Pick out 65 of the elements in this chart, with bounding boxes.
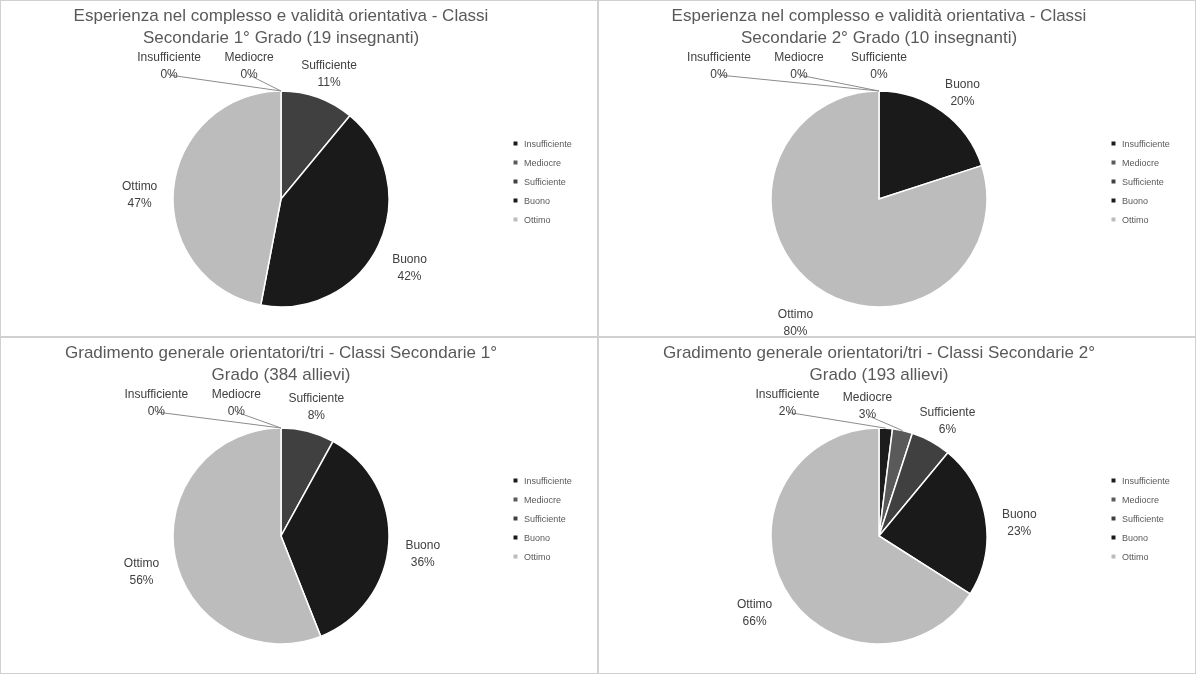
slice-label: Insufficiente (755, 387, 820, 402)
data-label: 8% (307, 408, 326, 423)
chart-title: Esperienza nel complesso e validità orientativa - Classi Secondarie 1° Grado (19 insegnanti) (73, 6, 489, 47)
category-label: Sufficiente (851, 50, 907, 64)
text: 0% (710, 67, 728, 81)
legend-label: Sufficiente (1122, 176, 1164, 187)
text: 0% (790, 67, 808, 81)
slice-label: Mediocre (842, 390, 893, 405)
data-label: 42% (397, 269, 422, 284)
chart-title: Esperienza nel complesso e validità orientativa - Classi Secondarie 2° Grado (10 insegnanti) (671, 6, 1087, 47)
slice-label: Ottimo (121, 178, 158, 193)
legend-label: Buono (524, 532, 551, 543)
text: 0% (147, 404, 165, 418)
slice-label: Buono (392, 252, 428, 267)
chart-title: Gradimento generale orientatori/tri - Classi Secondarie 1° Grado (384 allievi) (64, 343, 498, 384)
data-label: 80% (783, 323, 808, 338)
text: 0% (160, 67, 178, 81)
slice-label: Ottimo (123, 555, 160, 570)
data-label: 2% (778, 404, 797, 419)
legend-label: Insufficiente (1122, 138, 1170, 149)
category-label: Insufficiente (687, 50, 751, 64)
category-label: Mediocre (224, 50, 274, 64)
slice-label: Ottimo (777, 306, 814, 321)
category-label: Mediocre (774, 50, 824, 64)
legend-label: Buono (1122, 195, 1149, 206)
legend-label: Ottimo (524, 214, 551, 225)
text: 0% (870, 67, 888, 81)
legend-label: Ottimo (1122, 214, 1149, 225)
data-label: 47% (127, 195, 152, 210)
legend-label: Insufficiente (524, 475, 572, 486)
slice-label: Sufficiente (301, 58, 358, 73)
legend-label: Ottimo (1122, 551, 1149, 562)
slice-label: Buono (405, 537, 441, 552)
legend-label: Mediocre (1122, 157, 1160, 168)
legend-label: Ottimo (524, 551, 551, 562)
legend-label: Insufficiente (1122, 475, 1170, 486)
legend-label: Sufficiente (524, 176, 566, 187)
data-label: 6% (938, 421, 957, 436)
data-label: 20% (950, 94, 975, 109)
category-label: Insufficiente (124, 387, 189, 401)
slice-label: Sufficiente (288, 391, 345, 406)
slice-label: Sufficiente (919, 404, 976, 419)
legend-label: Buono (1122, 532, 1149, 543)
data-label: 56% (129, 572, 154, 587)
legend-label: Mediocre (524, 157, 562, 168)
legend-label: Sufficiente (524, 513, 566, 524)
data-label: 36% (410, 554, 436, 569)
category-label: Mediocre (211, 387, 261, 401)
category-label: Insufficiente (137, 50, 202, 64)
legend-label: Sufficiente (1122, 513, 1164, 524)
text: 0% (240, 67, 258, 81)
slice-label: Buono (1001, 506, 1037, 521)
data-label: 11% (317, 75, 341, 90)
legend-label: Buono (524, 195, 551, 206)
slice-label: Buono (945, 77, 981, 92)
text: 0% (227, 404, 245, 418)
slice-label: Ottimo (736, 597, 773, 612)
data-label: 23% (1007, 523, 1032, 538)
chart-title: Gradimento generale orientatori/tri - Classi Secondarie 2° Grado (193 allievi) (662, 343, 1096, 385)
legend-label: Mediocre (524, 494, 562, 505)
data-label: 3% (858, 407, 877, 422)
legend-label: Mediocre (1122, 494, 1160, 505)
pie-slice (770, 90, 988, 308)
legend-label: Insufficiente (524, 138, 572, 149)
data-label: 66% (742, 614, 767, 629)
